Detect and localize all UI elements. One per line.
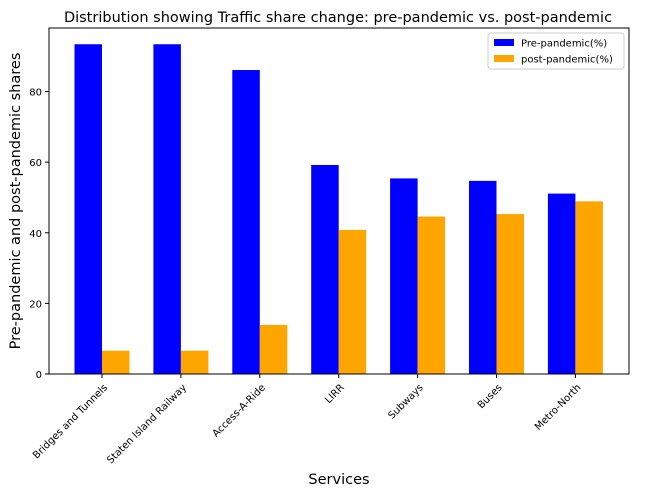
bar-pre-3 [311, 164, 339, 374]
y-tick-label-0: 0 [36, 370, 42, 381]
bar-post-5 [496, 214, 524, 374]
bar-post-1 [180, 350, 209, 374]
bar-pre-6 [547, 193, 576, 374]
legend-box [487, 32, 625, 70]
x-tick-label-1: Staten Island Railway [105, 382, 189, 466]
bar-pre-4 [390, 178, 418, 374]
y-axis: 0 20 40 60 80 [29, 88, 49, 381]
y-tick-label-4: 80 [29, 88, 42, 99]
bar-pre-1 [153, 44, 181, 375]
x-axis-label: Services [308, 472, 369, 488]
x-tick-label-0: Bridges and Tunnels [31, 382, 110, 461]
bar-post-6 [575, 201, 603, 374]
x-tick-label-3: LIRR [323, 382, 347, 406]
chart-title: Distribution showing Traffic share chang… [64, 10, 612, 26]
legend-swatch-1 [494, 55, 514, 62]
bar-post-3 [338, 229, 367, 374]
bar-pre-0 [74, 44, 102, 375]
x-tick-label-2: Access-A-Ride [211, 382, 268, 439]
legend-label-0: Pre-pandemic(%) [521, 39, 607, 50]
y-tick-label-3: 60 [29, 158, 42, 169]
x-tick-label-6: Metro-North [533, 382, 584, 433]
x-tick-label-4: Subways [386, 382, 425, 421]
bar-pre-5 [469, 180, 497, 374]
y-tick-label-2: 40 [29, 229, 42, 240]
bar-pre-2 [232, 70, 260, 374]
bars-layer [74, 44, 603, 375]
legend-swatch-0 [494, 39, 514, 46]
y-axis-label: Pre-pandemic and post-pandemic shares [8, 53, 24, 350]
plot-frame [48, 27, 630, 375]
x-tick-label-5: Buses [476, 382, 505, 411]
legend-label-1: post-pandemic(%) [521, 55, 613, 66]
bar-post-0 [102, 350, 130, 374]
legend: Pre-pandemic(%) post-pandemic(%) [487, 32, 625, 70]
y-tick-label-1: 20 [29, 299, 42, 310]
bar-post-4 [417, 216, 446, 374]
bar-post-2 [259, 324, 288, 374]
